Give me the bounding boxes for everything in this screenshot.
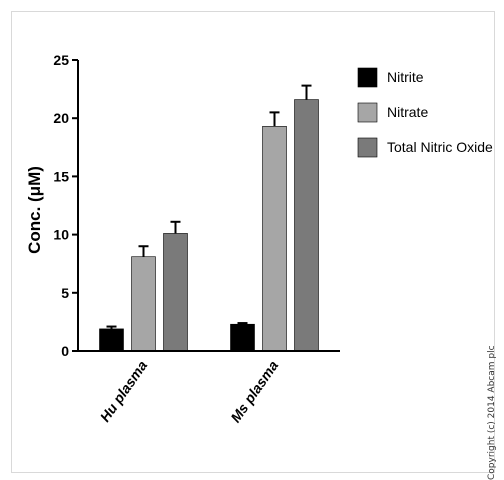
- bar: [131, 256, 156, 352]
- legend-label: Nitrite: [387, 69, 424, 85]
- bar-series: [99, 84, 319, 352]
- legend: Nitrite Nitrate Total Nitric Oxide: [357, 67, 493, 158]
- bar: [294, 99, 319, 352]
- y-tick-label: 25: [53, 52, 69, 68]
- bar: [230, 323, 255, 352]
- chart-frame: [11, 11, 495, 473]
- x-category-label: Ms plasma: [227, 357, 281, 425]
- bar: [99, 328, 124, 352]
- x-axis: Hu plasma Ms plasma: [78, 350, 340, 425]
- x-category-label: Hu plasma: [97, 357, 151, 424]
- legend-swatch: [357, 102, 378, 123]
- bar: [262, 126, 287, 352]
- y-tick-label: 0: [61, 343, 69, 359]
- y-tick-label: 10: [53, 227, 69, 243]
- y-axis: 0 5 10 15 20 25: [53, 52, 79, 359]
- legend-label: Total Nitric Oxide: [387, 139, 493, 155]
- copyright-text: Copyright (c) 2014 Abcam plc: [487, 345, 497, 480]
- bar: [163, 233, 188, 352]
- legend-label: Nitrate: [387, 104, 428, 120]
- legend-swatch: [357, 137, 378, 158]
- legend-swatch: [357, 67, 378, 88]
- y-tick-label: 15: [53, 168, 69, 184]
- y-axis-label: Conc. (μM): [25, 166, 44, 254]
- y-tick-label: 5: [61, 285, 69, 301]
- copyright-watermark: Copyright (c) 2014 Abcam plc: [487, 290, 501, 480]
- y-tick-label: 20: [53, 110, 69, 126]
